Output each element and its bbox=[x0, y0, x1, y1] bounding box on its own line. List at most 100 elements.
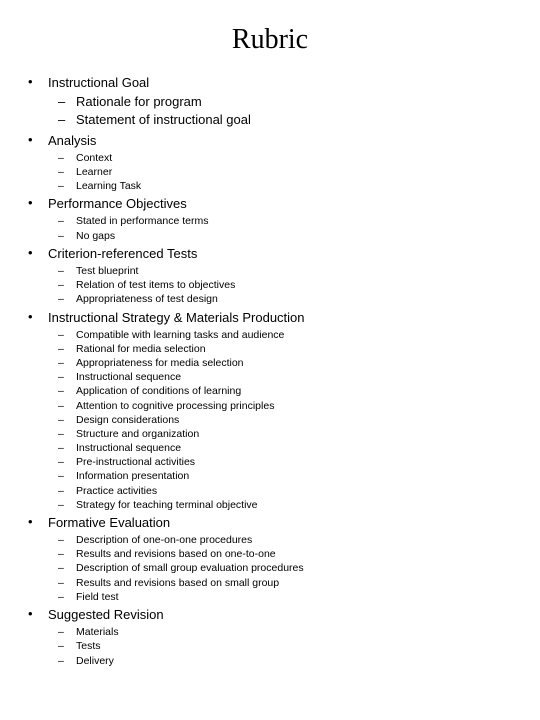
subitem-list: –Materials–Tests–Delivery bbox=[48, 625, 520, 668]
bullet-icon: • bbox=[28, 245, 33, 260]
subitem-label: Attention to cognitive processing princi… bbox=[76, 400, 274, 412]
subitem: –Appropriateness of test design bbox=[76, 292, 520, 306]
subitem-label: Rationale for program bbox=[76, 94, 202, 109]
dash-icon: – bbox=[58, 328, 64, 342]
dash-icon: – bbox=[58, 93, 65, 111]
subitem: –Pre-instructional activities bbox=[76, 455, 520, 469]
dash-icon: – bbox=[58, 455, 64, 469]
subitem: –Appropriateness for media selection bbox=[76, 356, 520, 370]
subitem-label: Structure and organization bbox=[76, 428, 199, 440]
subitem-label: Relation of test items to objectives bbox=[76, 279, 235, 291]
section-label: Performance Objectives bbox=[48, 196, 187, 211]
subitem: –Application of conditions of learning bbox=[76, 384, 520, 398]
dash-icon: – bbox=[58, 484, 64, 498]
subitem-label: Learner bbox=[76, 166, 112, 178]
subitem-label: Context bbox=[76, 152, 112, 164]
bullet-icon: • bbox=[28, 309, 33, 324]
subitem: –Stated in performance terms bbox=[76, 214, 520, 228]
section-item: •Criterion-referenced Tests–Test bluepri… bbox=[48, 245, 520, 307]
subitem: –Rational for media selection bbox=[76, 342, 520, 356]
dash-icon: – bbox=[58, 111, 65, 129]
subitem: –Learning Task bbox=[76, 179, 520, 193]
bullet-icon: • bbox=[28, 74, 33, 89]
subitem: –Description of small group evaluation p… bbox=[76, 561, 520, 575]
section-label: Suggested Revision bbox=[48, 607, 164, 622]
dash-icon: – bbox=[58, 179, 64, 193]
dash-icon: – bbox=[58, 590, 64, 604]
section-item: •Instructional Goal–Rationale for progra… bbox=[48, 74, 520, 130]
subitem: –Tests bbox=[76, 639, 520, 653]
subitem-list: –Rationale for program–Statement of inst… bbox=[48, 93, 520, 129]
subitem: –Strategy for teaching terminal objectiv… bbox=[76, 498, 520, 512]
subitem: –Practice activities bbox=[76, 484, 520, 498]
dash-icon: – bbox=[58, 441, 64, 455]
subitem: –Rationale for program bbox=[76, 93, 520, 111]
dash-icon: – bbox=[58, 214, 64, 228]
bullet-icon: • bbox=[28, 514, 33, 529]
subitem: –Field test bbox=[76, 590, 520, 604]
subitem: –Compatible with learning tasks and audi… bbox=[76, 328, 520, 342]
subitem: –Materials bbox=[76, 625, 520, 639]
page-title: Rubric bbox=[20, 24, 520, 56]
subitem-label: Stated in performance terms bbox=[76, 215, 208, 227]
dash-icon: – bbox=[58, 342, 64, 356]
section-label: Analysis bbox=[48, 133, 96, 148]
subitem-label: Materials bbox=[76, 626, 119, 638]
section-label: Instructional Goal bbox=[48, 75, 149, 90]
dash-icon: – bbox=[58, 292, 64, 306]
subitem: –Information presentation bbox=[76, 469, 520, 483]
section-item: •Formative Evaluation–Description of one… bbox=[48, 514, 520, 604]
dash-icon: – bbox=[58, 427, 64, 441]
dash-icon: – bbox=[58, 547, 64, 561]
subitem-label: Pre-instructional activities bbox=[76, 456, 195, 468]
subitem-label: Results and revisions based on small gro… bbox=[76, 577, 279, 589]
subitem-label: Field test bbox=[76, 591, 119, 603]
subitem-list: –Context–Learner–Learning Task bbox=[48, 151, 520, 194]
dash-icon: – bbox=[58, 165, 64, 179]
subitem-list: –Stated in performance terms–No gaps bbox=[48, 214, 520, 242]
subitem-label: Tests bbox=[76, 640, 101, 652]
bullet-icon: • bbox=[28, 132, 33, 147]
bullet-icon: • bbox=[28, 606, 33, 621]
subitem-label: Strategy for teaching terminal objective bbox=[76, 499, 258, 511]
subitem-label: Design considerations bbox=[76, 414, 179, 426]
section-item: •Performance Objectives–Stated in perfor… bbox=[48, 195, 520, 243]
subitem-label: Appropriateness for media selection bbox=[76, 357, 244, 369]
dash-icon: – bbox=[58, 370, 64, 384]
subitem: –Learner bbox=[76, 165, 520, 179]
subitem: –Results and revisions based on small gr… bbox=[76, 576, 520, 590]
subitem: –Statement of instructional goal bbox=[76, 111, 520, 129]
subitem: –Attention to cognitive processing princ… bbox=[76, 399, 520, 413]
subitem: –No gaps bbox=[76, 229, 520, 243]
bullet-icon: • bbox=[28, 195, 33, 210]
subitem-label: Application of conditions of learning bbox=[76, 385, 241, 397]
dash-icon: – bbox=[58, 639, 64, 653]
section-item: •Analysis–Context–Learner–Learning Task bbox=[48, 132, 520, 194]
dash-icon: – bbox=[58, 533, 64, 547]
subitem-label: Information presentation bbox=[76, 470, 189, 482]
dash-icon: – bbox=[58, 576, 64, 590]
subitem-list: –Description of one-on-one procedures–Re… bbox=[48, 533, 520, 604]
subitem-list: –Compatible with learning tasks and audi… bbox=[48, 328, 520, 512]
subitem-label: Appropriateness of test design bbox=[76, 293, 218, 305]
section-label: Instructional Strategy & Materials Produ… bbox=[48, 310, 305, 325]
subitem-label: Delivery bbox=[76, 655, 114, 667]
subitem-label: Compatible with learning tasks and audie… bbox=[76, 329, 284, 341]
subitem: –Context bbox=[76, 151, 520, 165]
dash-icon: – bbox=[58, 278, 64, 292]
section-label: Criterion-referenced Tests bbox=[48, 246, 197, 261]
dash-icon: – bbox=[58, 151, 64, 165]
dash-icon: – bbox=[58, 399, 64, 413]
subitem: –Instructional sequence bbox=[76, 441, 520, 455]
dash-icon: – bbox=[58, 229, 64, 243]
subitem-list: –Test blueprint–Relation of test items t… bbox=[48, 264, 520, 307]
dash-icon: – bbox=[58, 561, 64, 575]
subitem-label: Rational for media selection bbox=[76, 343, 206, 355]
dash-icon: – bbox=[58, 654, 64, 668]
dash-icon: – bbox=[58, 625, 64, 639]
subitem-label: Results and revisions based on one-to-on… bbox=[76, 548, 276, 560]
section-label: Formative Evaluation bbox=[48, 515, 170, 530]
dash-icon: – bbox=[58, 264, 64, 278]
subitem: –Relation of test items to objectives bbox=[76, 278, 520, 292]
subitem: –Results and revisions based on one-to-o… bbox=[76, 547, 520, 561]
